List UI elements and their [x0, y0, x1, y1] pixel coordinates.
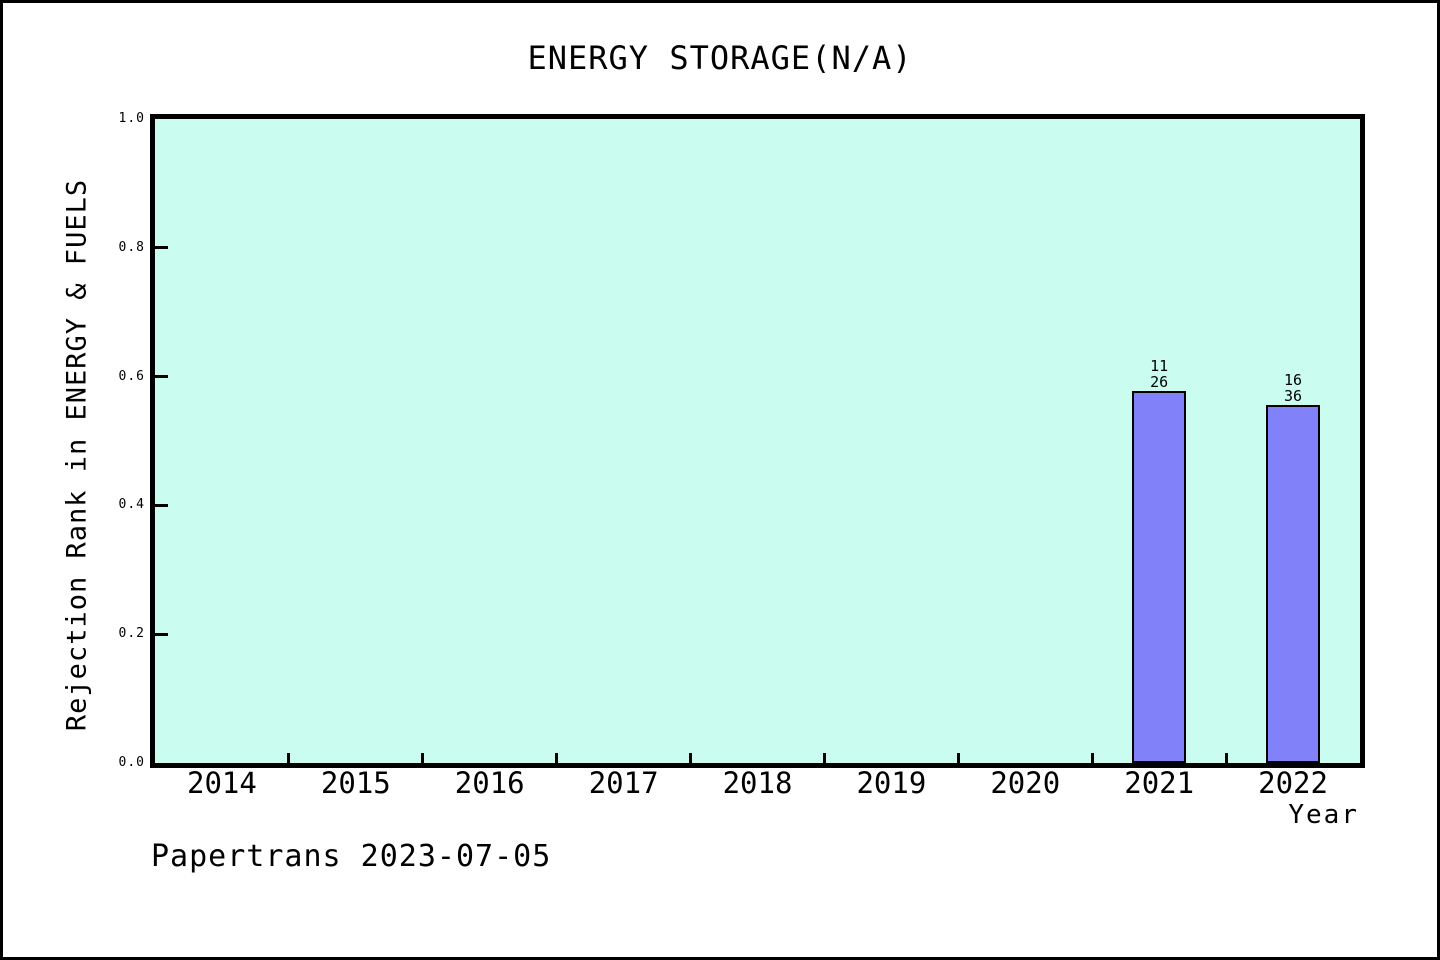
y-tick-label: 0.0: [118, 755, 145, 770]
x-axis-tick: [1224, 753, 1228, 763]
y-axis-tick: [155, 375, 168, 379]
x-axis-tick: [555, 753, 559, 763]
footer-watermark: Papertrans 2023-07-05: [151, 839, 552, 874]
y-tick-label: 0.4: [118, 497, 145, 513]
x-axis-tick: [689, 753, 693, 763]
x-category-label: 2014: [187, 766, 257, 800]
bar-value-label-2022: 16 36: [1284, 371, 1303, 405]
chart-title: ENERGY STORAGE(N/A): [527, 39, 913, 77]
y-tick-label: 1.0: [118, 111, 145, 126]
x-axis-tick: [822, 753, 826, 763]
x-category-label: 2022: [1258, 766, 1328, 800]
x-axis-tick: [956, 753, 960, 763]
y-axis-tick: [155, 246, 168, 250]
y-axis-tick: [155, 632, 168, 636]
y-axis-tick: [155, 503, 168, 507]
x-axis-tick: [1090, 753, 1094, 763]
bar-2022: [1266, 405, 1321, 763]
y-tick-label: 0.8: [118, 239, 145, 255]
x-category-label: 2015: [320, 766, 391, 800]
x-category-label: 2016: [454, 766, 525, 800]
y-axis-label: Rejection Rank in ENERGY & FUELS: [61, 178, 93, 732]
y-tick-label: 0.2: [118, 626, 145, 642]
x-category-label: 2018: [722, 766, 793, 800]
x-axis-tick: [287, 753, 291, 763]
x-axis-tick: [421, 753, 425, 763]
bar-2021: [1132, 391, 1187, 763]
x-category-label: 2017: [588, 766, 659, 800]
y-tick-label: 0.6: [118, 368, 145, 384]
x-category-label: 2021: [1124, 766, 1195, 800]
x-category-label: 2020: [990, 766, 1061, 800]
plot-area: 11 26 16 36: [150, 114, 1365, 768]
x-axis-label: Year: [1288, 800, 1359, 830]
bar-value-label-2021: 11 26: [1150, 357, 1169, 391]
x-category-label: 2019: [856, 766, 927, 800]
